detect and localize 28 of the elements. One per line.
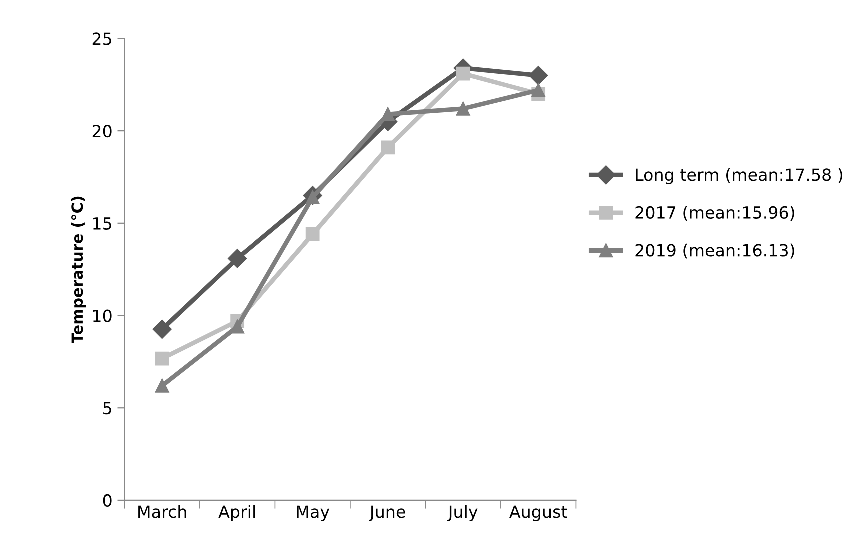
y-tick-label: 15 — [94, 218, 112, 230]
y-tick-label: 5 — [104, 402, 112, 415]
legend-label: 2019 (mean:16.13) — [636, 244, 794, 259]
point — [228, 249, 248, 268]
y-tick-label: 25 — [92, 32, 112, 46]
point — [532, 83, 546, 98]
x-tick-label: April — [218, 505, 256, 522]
legend-label: Long term (mean:17.58 ) — [636, 168, 843, 184]
point — [381, 107, 396, 122]
y-tick-label: 0 — [103, 494, 112, 508]
x-tick-label: March — [138, 505, 186, 518]
point — [155, 379, 170, 393]
point — [529, 66, 548, 86]
y-tick-label: 20 — [92, 125, 112, 138]
x-tick-label: July — [447, 505, 478, 522]
point — [230, 320, 245, 334]
y-tick-label: 10 — [94, 310, 112, 322]
x-tick-label: August — [510, 506, 568, 522]
y-axis-title: Temperature (°C) — [71, 196, 86, 344]
point — [381, 140, 396, 155]
x-tick-label: June — [369, 506, 406, 522]
point — [456, 66, 470, 81]
point — [152, 320, 172, 339]
point — [155, 352, 170, 366]
point — [306, 228, 320, 242]
x-tick-label: May — [297, 506, 330, 522]
point — [456, 102, 470, 116]
legend-label: 2017 (mean:15.96) — [636, 206, 794, 221]
